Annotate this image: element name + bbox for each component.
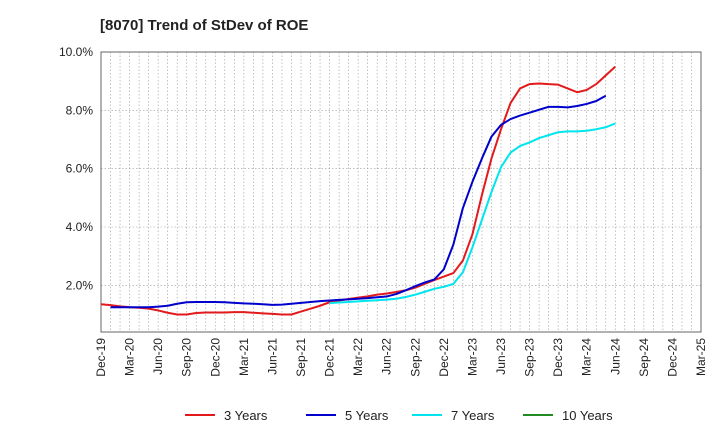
series-line-5-years: [110, 94, 607, 309]
y-tick-label: 6.0%: [66, 162, 94, 176]
legend-label: 5 Years: [345, 408, 389, 423]
x-tick-label: Dec-20: [208, 338, 222, 377]
legend-label: 7 Years: [451, 408, 495, 423]
y-tick-label: 4.0%: [66, 220, 94, 234]
x-tick-label: Jun-23: [494, 338, 508, 375]
legend: 3 Years 5 Years 7 Years 10 Years: [185, 408, 613, 423]
series-line-3-years: [100, 65, 616, 316]
x-tick-label: Dec-19: [94, 338, 108, 377]
x-tick-label: Dec-24: [665, 338, 679, 377]
grid-lines: [101, 52, 701, 332]
legend-label: 3 Years: [224, 408, 268, 423]
x-tick-label: Jun-21: [265, 338, 279, 375]
x-tick-label: Sep-24: [637, 338, 651, 377]
x-tick-label: Sep-22: [408, 338, 422, 377]
x-tick-label: Mar-22: [351, 338, 365, 376]
x-axis: Dec-19 Mar-20 Jun-20 Sep-20 Dec-20 Mar-21 Jun-…: [94, 338, 708, 377]
x-tick-label: Jun-22: [380, 338, 394, 375]
series-line-7-years: [329, 122, 616, 305]
x-tick-label: Mar-25: [694, 338, 708, 376]
y-tick-label: 10.0%: [59, 45, 93, 59]
legend-label: 10 Years: [562, 408, 613, 423]
x-tick-label: Sep-21: [294, 338, 308, 377]
chart-title: [8070] Trend of StDev of ROE: [100, 17, 308, 34]
plot-area-border: [100, 51, 702, 333]
x-tick-label: Sep-20: [180, 338, 194, 377]
y-axis: 2.0% 4.0% 6.0% 8.0% 10.0%: [59, 45, 93, 292]
x-tick-label: Dec-21: [323, 338, 337, 377]
x-tick-label: Mar-23: [465, 338, 479, 376]
x-tick-label: Jun-20: [151, 338, 165, 375]
x-tick-label: Mar-21: [237, 338, 251, 376]
x-tick-label: Dec-22: [437, 338, 451, 377]
y-tick-label: 2.0%: [66, 278, 94, 292]
x-tick-label: Dec-23: [551, 338, 565, 377]
x-tick-label: Sep-23: [523, 338, 537, 377]
x-tick-label: Mar-20: [123, 338, 137, 376]
x-tick-label: Mar-24: [580, 338, 594, 376]
series-lines: [100, 65, 616, 316]
y-tick-label: 8.0%: [66, 103, 94, 117]
x-tick-label: Jun-24: [608, 338, 622, 375]
